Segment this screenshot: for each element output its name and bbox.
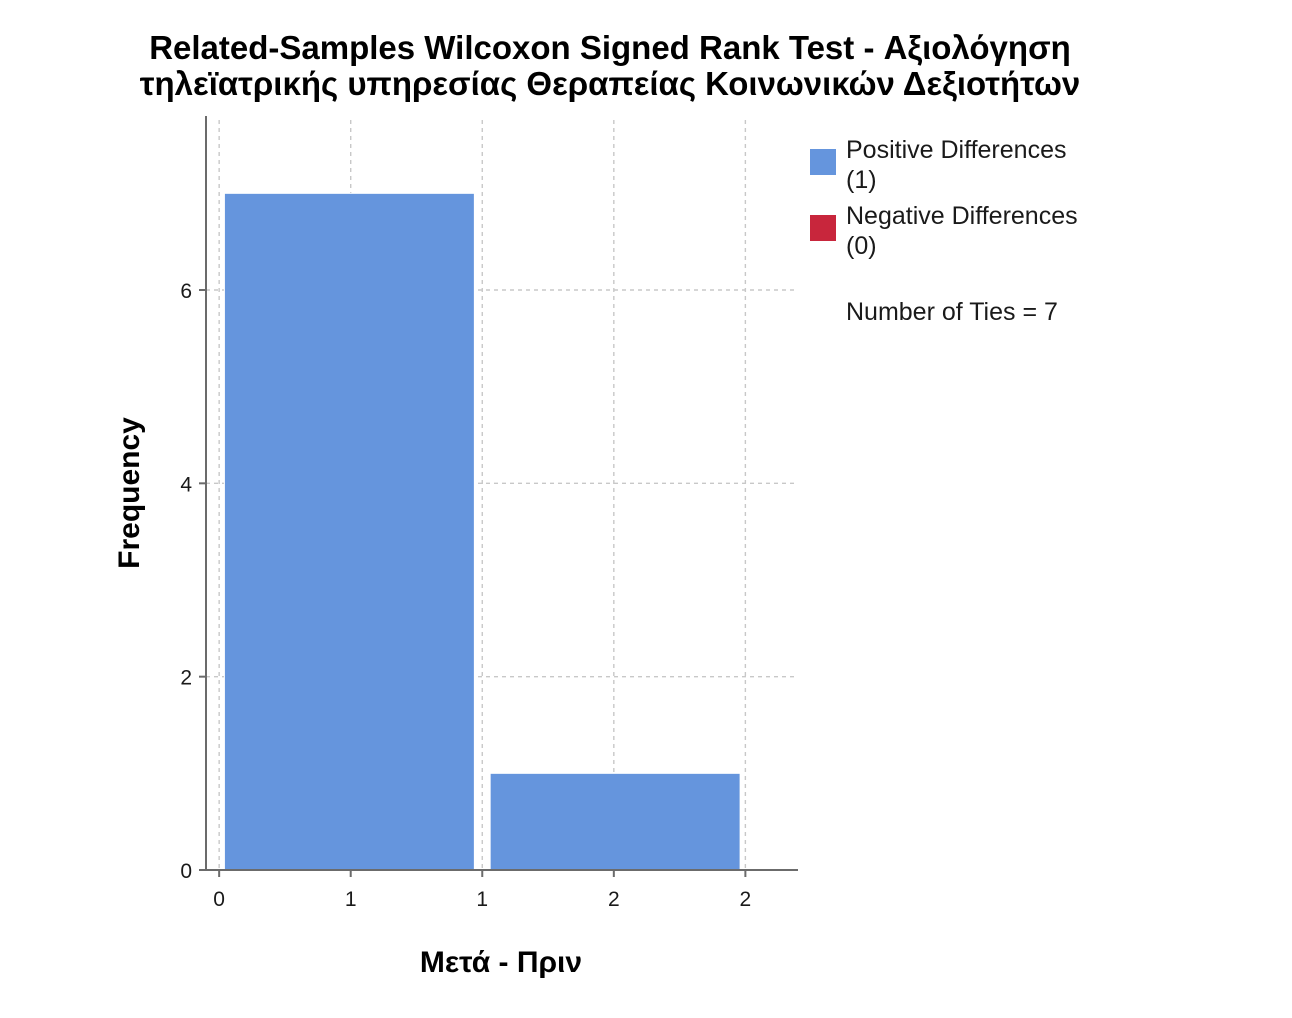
y-axis-label: Frequency <box>113 417 146 569</box>
y-tick-label-3: 6 <box>180 280 192 303</box>
ties-annotation: Number of Ties = 7 <box>846 298 1058 326</box>
x-axis-label: Μετά - Πριν <box>419 946 583 979</box>
tick-labels: 0 2 4 6 0 1 1 2 2 <box>180 280 751 911</box>
legend-swatch-positive <box>810 149 836 175</box>
x-tick-label-1: 1 <box>345 888 357 911</box>
chart-title: Related-Samples Wilcoxon Signed Rank Tes… <box>60 30 1160 102</box>
legend-count-positive: (1) <box>846 166 877 194</box>
chart-title-line-2: τηλεϊατρικής υπηρεσίας Θεραπείας Κοινωνι… <box>139 65 1081 102</box>
legend-item-negative: Negative Differences (0) <box>808 201 1248 267</box>
x-tick-label-4: 2 <box>740 888 752 911</box>
x-tick-label-2: 1 <box>476 888 488 911</box>
chart-title-line-1: Related-Samples Wilcoxon Signed Rank Tes… <box>149 29 1071 66</box>
histogram-bar-1 <box>489 772 741 871</box>
x-tick-label-0: 0 <box>213 888 225 911</box>
histogram-bar-0 <box>223 192 475 871</box>
axes <box>199 116 798 877</box>
legend-label-positive: Positive Differences <box>846 136 1067 164</box>
x-tick-label-3: 2 <box>608 888 620 911</box>
bars <box>223 192 741 871</box>
legend-swatch-negative <box>810 215 836 241</box>
legend: Positive Differences (1) Negative Differ… <box>808 135 1248 267</box>
legend-item-positive: Positive Differences (1) <box>808 135 1248 201</box>
y-tick-label-1: 2 <box>180 667 192 690</box>
y-tick-label-2: 4 <box>180 473 192 496</box>
legend-count-negative: (0) <box>846 232 877 260</box>
legend-label-negative: Negative Differences <box>846 202 1078 230</box>
y-tick-label-0: 0 <box>180 860 192 883</box>
